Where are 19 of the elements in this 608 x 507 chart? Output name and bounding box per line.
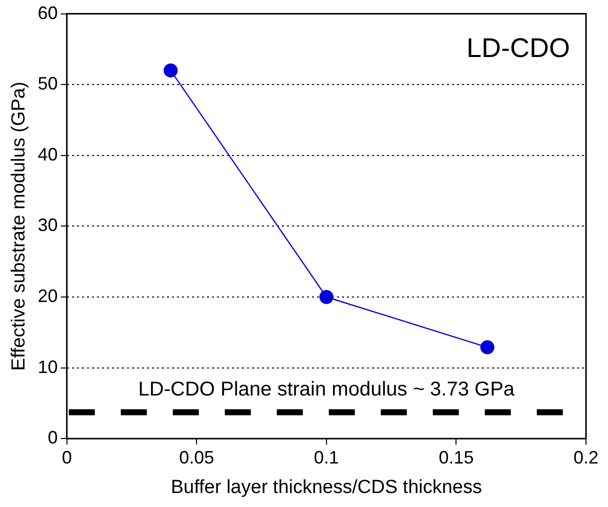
ref-line-label: LD-CDO Plane strain modulus ~ 3.73 GPa — [138, 378, 516, 401]
y-tick-label: 0 — [48, 428, 58, 448]
x-tick-label: 0 — [62, 447, 72, 468]
y-tick-label: 50 — [38, 74, 58, 94]
y-tick-label: 30 — [38, 215, 58, 236]
y-tick-label: 20 — [38, 286, 58, 306]
x-tick-label: 0.2 — [573, 447, 599, 468]
point — [319, 290, 334, 304]
x-tick-label: 0.1 — [314, 447, 339, 468]
x-tick-label: 0.05 — [179, 447, 214, 468]
y-tick-label: 60 — [38, 2, 58, 23]
x-axis-title: Buffer layer thickness/CDS thickness — [170, 476, 482, 498]
point — [164, 63, 178, 78]
y-axis-title: Effective substrate modulus (GPa) — [8, 82, 30, 371]
x-tick-label: 0.15 — [438, 447, 474, 468]
y-tick-label: 40 — [38, 144, 58, 164]
annotation: LD-CDO — [466, 32, 570, 63]
y-tick-label: 10 — [38, 356, 58, 377]
point — [480, 340, 494, 354]
